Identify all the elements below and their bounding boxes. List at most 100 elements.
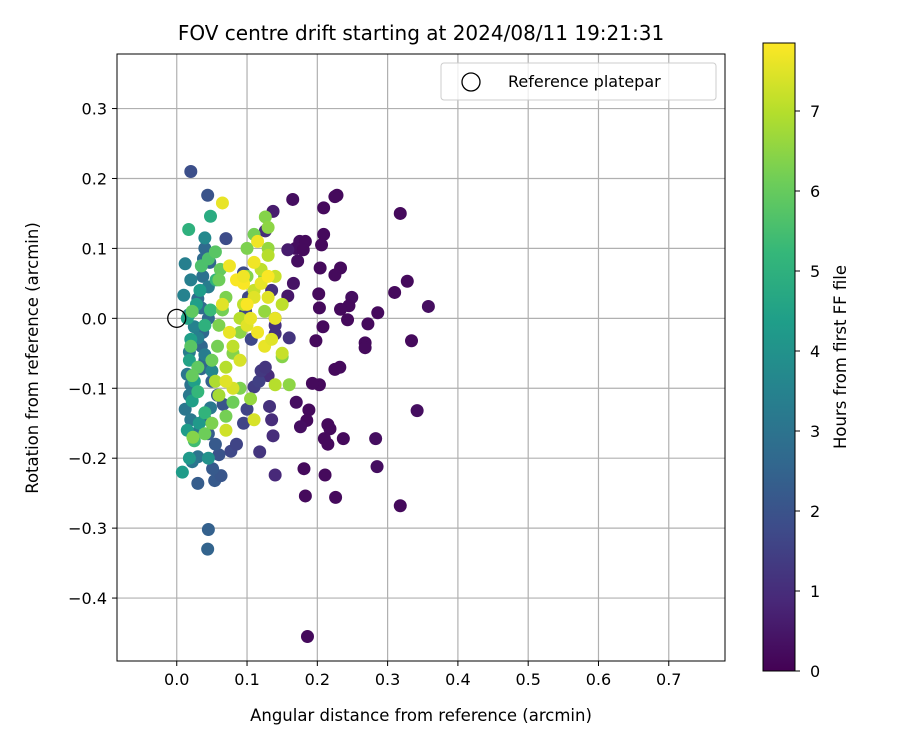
colorbar-tick-label: 1 <box>810 582 820 601</box>
data-point <box>313 261 327 275</box>
data-point <box>201 451 215 465</box>
x-tick-label: 0.2 <box>305 670 330 689</box>
y-tick-label: −0.3 <box>68 519 107 538</box>
colorbar-tick-label: 3 <box>810 422 820 441</box>
data-point <box>178 257 192 271</box>
data-point <box>244 392 258 406</box>
x-tick-label: 0.4 <box>445 670 470 689</box>
data-point <box>289 395 303 409</box>
data-point <box>297 462 311 476</box>
data-point <box>212 318 226 332</box>
scatter-points <box>175 164 435 644</box>
data-point <box>282 331 296 345</box>
data-point <box>240 241 254 255</box>
data-point <box>305 376 319 390</box>
y-tick-label: 0.3 <box>82 100 107 119</box>
x-tick-label: 0.6 <box>586 670 611 689</box>
data-point <box>208 437 222 451</box>
data-point <box>323 422 337 436</box>
data-point <box>286 276 300 290</box>
data-point <box>226 395 240 409</box>
data-point <box>233 353 247 367</box>
data-point <box>240 297 254 311</box>
y-tick-label: 0.0 <box>82 309 107 328</box>
data-point <box>334 302 348 316</box>
y-tick-label: 0.2 <box>82 169 107 188</box>
data-point <box>177 288 191 302</box>
data-point <box>251 234 265 248</box>
data-point <box>258 210 272 224</box>
data-point <box>275 297 289 311</box>
data-point <box>328 362 342 376</box>
data-point <box>316 320 330 334</box>
data-point <box>219 232 233 246</box>
data-point <box>361 317 375 331</box>
data-point <box>275 346 289 360</box>
data-point <box>265 332 279 346</box>
x-axis-label: Angular distance from reference (arcmin) <box>250 706 592 725</box>
data-point <box>421 299 435 313</box>
data-point <box>405 334 419 348</box>
data-point <box>341 313 355 327</box>
data-point <box>219 423 233 437</box>
data-point <box>298 489 312 503</box>
data-point <box>191 385 205 399</box>
data-point <box>258 304 272 318</box>
reference-marker-layer <box>167 308 187 328</box>
data-point <box>205 353 219 367</box>
data-point <box>182 451 196 465</box>
data-point <box>258 360 272 374</box>
data-point <box>212 388 226 402</box>
data-point <box>212 273 226 287</box>
data-point <box>203 209 217 223</box>
data-point <box>312 287 326 301</box>
data-point <box>268 378 282 392</box>
data-point <box>369 432 383 446</box>
data-point <box>281 243 295 257</box>
data-point <box>318 468 332 482</box>
data-point <box>251 325 265 339</box>
x-tick-label: 0.7 <box>656 670 681 689</box>
data-point <box>219 409 233 423</box>
data-point <box>193 283 207 297</box>
data-point <box>286 192 300 206</box>
data-point <box>317 201 331 215</box>
data-point <box>393 499 407 513</box>
data-point <box>336 432 350 446</box>
data-point <box>302 403 316 417</box>
data-point <box>265 413 279 427</box>
data-point <box>203 303 217 317</box>
data-point <box>196 269 210 283</box>
colorbar-label: Hours from first FF file <box>831 265 850 449</box>
data-point <box>226 339 240 353</box>
data-point <box>240 402 254 416</box>
data-point <box>219 360 233 374</box>
data-point <box>205 416 219 430</box>
data-point <box>198 427 212 441</box>
data-point <box>208 374 222 388</box>
data-point <box>212 448 226 462</box>
data-point <box>410 404 424 418</box>
data-point <box>252 374 266 388</box>
legend: Reference platepar <box>440 62 717 101</box>
legend-box <box>440 62 717 101</box>
data-point <box>206 462 220 476</box>
data-point <box>400 274 414 288</box>
data-point <box>293 420 307 434</box>
data-point <box>175 465 189 479</box>
data-point <box>253 445 267 459</box>
data-point <box>201 542 215 556</box>
colorbar-tick-label: 2 <box>810 502 820 521</box>
colorbar-ticks: 0 1 2 3 4 5 6 7 <box>795 102 820 681</box>
data-point <box>329 490 343 504</box>
y-tick-label: −0.2 <box>68 449 107 468</box>
data-point <box>219 374 233 388</box>
data-point <box>261 248 275 262</box>
colorbar-tick-label: 5 <box>810 262 820 281</box>
colorbar-tick-label: 4 <box>810 342 820 361</box>
data-point <box>247 255 261 269</box>
data-point <box>211 339 225 353</box>
data-point <box>328 190 342 204</box>
data-point <box>185 304 199 318</box>
